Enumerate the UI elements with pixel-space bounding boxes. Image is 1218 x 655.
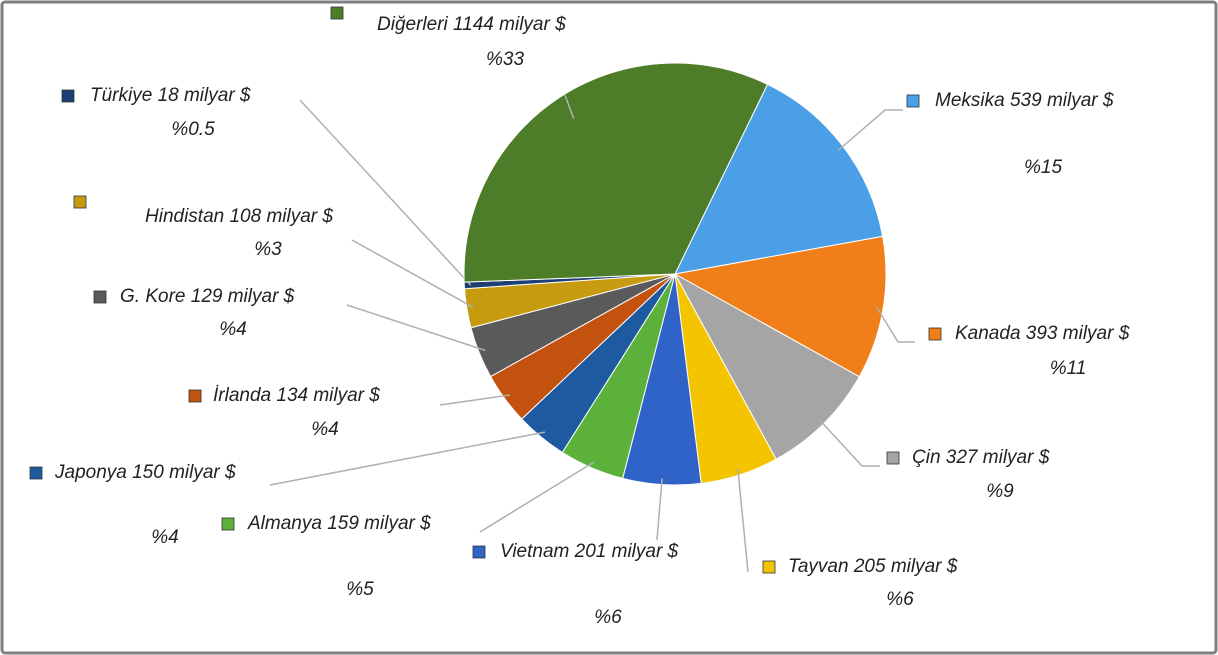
slice-label: Diğerleri 1144 milyar $ <box>377 14 566 35</box>
slice-percent: %4 <box>311 419 338 440</box>
slice-percent: %9 <box>986 481 1014 502</box>
leader-line <box>656 478 663 541</box>
pie-slice <box>673 235 887 378</box>
leader-line <box>439 394 511 406</box>
pie-slice <box>463 62 769 283</box>
label-marker <box>330 6 344 20</box>
slice-label: Almanya 159 milyar $ <box>247 513 431 534</box>
slice-label: Çin 327 milyar $ <box>912 447 1050 468</box>
leader-line <box>479 461 595 533</box>
label-marker <box>762 560 776 574</box>
slice-label: İrlanda 134 milyar $ <box>213 385 380 406</box>
label-marker <box>93 290 107 304</box>
slice-percent: %15 <box>1024 157 1062 178</box>
slice-percent: %6 <box>886 589 914 610</box>
label-marker <box>61 89 75 103</box>
slice-label: Tayvan 205 milyar $ <box>788 556 958 577</box>
label-marker <box>73 195 87 209</box>
slice-percent: %3 <box>254 239 282 260</box>
label-marker <box>221 517 235 531</box>
leader-line <box>737 468 749 573</box>
leader-line <box>346 304 486 352</box>
label-marker <box>886 451 900 465</box>
label-marker <box>188 389 202 403</box>
slice-percent: %6 <box>594 607 622 628</box>
slice-percent: %5 <box>346 579 374 600</box>
leader-line <box>564 94 575 119</box>
slice-label: Japonya 150 milyar $ <box>54 462 236 483</box>
leader-line <box>876 307 915 343</box>
label-marker <box>472 545 486 559</box>
label-marker <box>29 466 43 480</box>
slice-label: Vietnam 201 milyar $ <box>500 541 679 562</box>
slice-percent: %4 <box>219 319 246 340</box>
leader-line <box>351 239 474 308</box>
leader-line <box>818 418 880 467</box>
slice-label: Kanada 393 milyar $ <box>955 323 1130 344</box>
slice-percent: %0.5 <box>171 119 215 140</box>
label-marker <box>928 327 942 341</box>
label-marker <box>906 94 920 108</box>
slice-percent: %11 <box>1050 358 1087 379</box>
slice-percent: %4 <box>151 527 178 548</box>
slice-label: G. Kore 129 milyar $ <box>120 286 295 307</box>
leader-line <box>299 99 472 286</box>
slice-label: Meksika 539 milyar $ <box>935 90 1114 111</box>
leader-line <box>837 109 903 152</box>
slice-label: Hindistan 108 milyar $ <box>145 206 333 227</box>
slice-label: Türkiye 18 milyar $ <box>90 85 251 106</box>
slice-percent: %33 <box>486 49 524 70</box>
leader-line <box>269 431 546 486</box>
